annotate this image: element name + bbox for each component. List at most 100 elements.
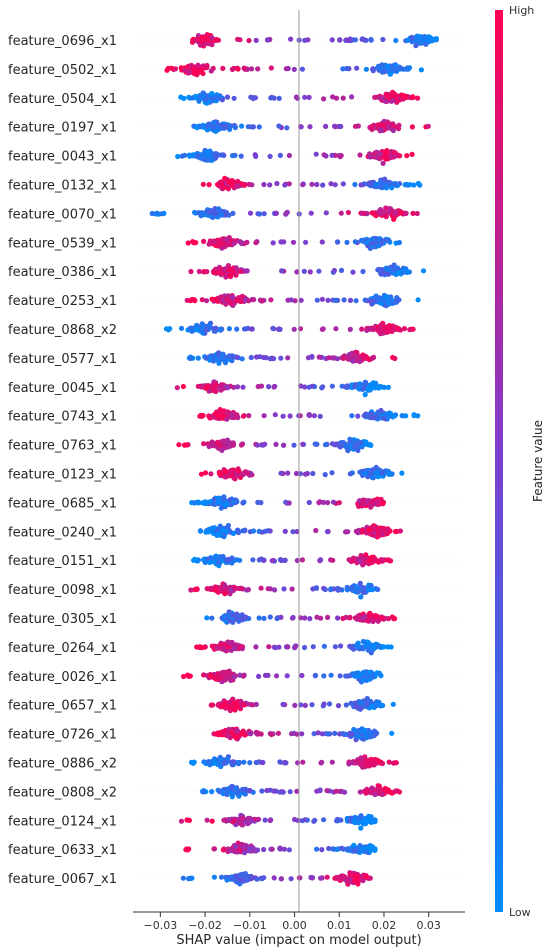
shap-point xyxy=(252,816,258,823)
shap-point xyxy=(374,757,380,763)
shap-point xyxy=(377,671,383,677)
shap-point xyxy=(306,94,312,100)
shap-point xyxy=(320,499,326,505)
shap-point xyxy=(263,355,269,361)
colorbar: High Low Feature value xyxy=(495,4,545,919)
shap-point xyxy=(246,816,252,822)
shap-point xyxy=(313,585,319,591)
shap-point xyxy=(325,614,331,621)
shap-point xyxy=(360,638,366,645)
shap-point xyxy=(254,442,261,448)
shap-point xyxy=(292,644,298,651)
shap-point xyxy=(420,268,427,274)
shap-point xyxy=(213,128,219,134)
shap-point xyxy=(340,355,346,361)
feature-label: feature_0763_x1 xyxy=(8,439,117,454)
shap-point xyxy=(331,267,337,274)
shap-point xyxy=(199,326,205,332)
shap-point xyxy=(234,728,240,734)
shap-point xyxy=(204,148,210,155)
shap-point xyxy=(355,385,362,391)
shap-point xyxy=(208,239,214,245)
shap-point xyxy=(212,443,219,449)
shap-point xyxy=(322,472,328,478)
shap-point xyxy=(369,617,375,623)
shap-point xyxy=(200,789,207,795)
shap-point xyxy=(367,153,373,159)
shap-point xyxy=(331,846,337,852)
shap-point xyxy=(217,326,223,332)
shap-point xyxy=(358,440,364,446)
shap-point xyxy=(378,95,384,101)
shap-point xyxy=(238,700,244,706)
feature-label: feature_0240_x1 xyxy=(8,525,117,540)
shap-point xyxy=(222,244,228,250)
shap-point xyxy=(246,298,252,304)
shap-point xyxy=(261,875,267,881)
shap-point xyxy=(290,529,296,535)
shap-point xyxy=(337,673,343,679)
shap-point xyxy=(375,474,381,480)
shap-point xyxy=(332,182,338,188)
shap-point xyxy=(197,528,203,534)
shap-point xyxy=(359,527,365,534)
shap-point xyxy=(204,127,210,133)
shap-point xyxy=(222,677,228,683)
shap-point xyxy=(208,471,214,477)
shap-point xyxy=(256,124,262,130)
shap-point xyxy=(352,37,358,43)
shap-point xyxy=(328,672,334,678)
shap-point xyxy=(275,326,281,332)
shap-point xyxy=(400,413,406,419)
shap-point xyxy=(218,294,224,300)
shap-point xyxy=(229,66,235,72)
shap-point xyxy=(230,268,236,274)
shap-point xyxy=(212,239,218,245)
shap-point xyxy=(373,701,380,707)
shap-point xyxy=(235,183,241,189)
shap-point xyxy=(398,210,404,216)
shap-point xyxy=(299,672,305,679)
shap-point xyxy=(222,175,228,181)
shap-point xyxy=(335,703,342,709)
shap-point xyxy=(328,181,334,187)
shap-point xyxy=(294,94,300,100)
shap-point xyxy=(215,95,221,101)
shap-point xyxy=(185,240,191,246)
shap-point xyxy=(224,94,231,100)
shap-point xyxy=(235,66,241,72)
shap-point xyxy=(211,846,218,852)
shap-point xyxy=(230,294,236,300)
shap-point xyxy=(236,585,242,592)
shap-point xyxy=(293,470,300,477)
shap-point xyxy=(272,587,278,593)
shap-point xyxy=(360,589,366,596)
shap-point xyxy=(396,270,402,276)
shap-point xyxy=(343,65,350,72)
shap-point xyxy=(200,70,206,77)
shap-point xyxy=(362,392,368,398)
feature-label: feature_0123_x1 xyxy=(8,468,117,483)
shap-point xyxy=(322,586,328,593)
shap-point xyxy=(356,699,363,706)
shap-point xyxy=(338,643,344,649)
shap-point xyxy=(204,586,210,592)
shap-point xyxy=(237,872,243,878)
shap-point xyxy=(195,500,202,506)
shap-point xyxy=(376,236,382,242)
shap-point xyxy=(211,874,217,880)
shap-point xyxy=(393,209,399,215)
shap-point xyxy=(377,151,383,157)
shap-point xyxy=(267,182,273,188)
shap-point xyxy=(185,672,191,678)
shap-point xyxy=(230,210,236,216)
shap-point xyxy=(267,356,273,362)
shap-point xyxy=(276,95,282,101)
shap-point xyxy=(225,639,231,645)
x-tick-label: 0.01 xyxy=(327,919,352,932)
shap-point xyxy=(234,354,240,360)
shap-point xyxy=(201,759,207,765)
shap-point xyxy=(404,153,410,159)
shap-point xyxy=(236,613,242,619)
shap-point xyxy=(355,530,361,536)
